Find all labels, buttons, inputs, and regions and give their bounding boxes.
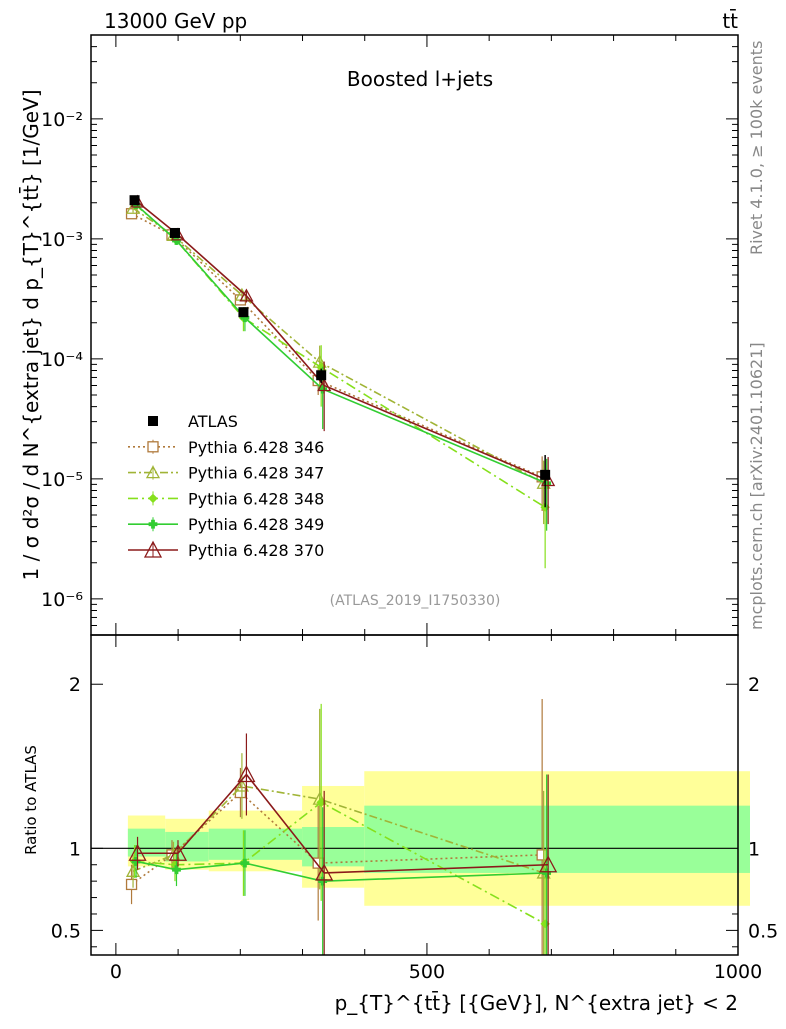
legend-label: Pythia 6.428 370 [188,541,324,560]
x-tick-label: 1000 [714,961,762,983]
ratio-y-tick-label: 2 [69,674,81,696]
main-series-atlas [129,195,551,508]
x-axis-label: p_{T}^{tt̄} [{GeV}], N^{extra jet} < 2 [335,990,738,1015]
legend-entry-4: Pythia 6.428 349 [128,515,324,534]
header-final-state: tt̄ [722,8,738,33]
ratio-series-5 [128,733,558,955]
main-data-point [317,378,332,392]
legend-marker [143,540,163,558]
ratio-series-group [125,699,558,955]
main-series-line [134,203,546,508]
ratio-data-point [315,863,334,881]
ratio-inner-band [364,805,750,873]
ratio-data-point [168,843,188,861]
atlas-data-point [316,370,327,381]
legend-entry-3: Pythia 6.428 348 [128,489,324,508]
legend-entry-1: Pythia 6.428 346 [128,438,324,457]
legend-label: Pythia 6.428 349 [188,515,324,534]
atlas-data-point [238,307,249,318]
ratio-data-point [240,858,250,868]
x-tick-label: 500 [409,961,445,983]
y-tick-label: 10⁻⁶ [41,589,83,611]
header-process: 13000 GeV pp [104,9,247,33]
ratio-data-point [125,878,138,891]
legend-marker [148,519,158,529]
legend-marker [148,416,158,426]
ratio-inner-band [302,827,365,867]
legend-label: ATLAS [188,412,238,431]
atlas-data-point [129,195,140,206]
legend: ATLAS Pythia 6.428 346 Pythia 6.428 347 Pyt… [128,412,324,560]
ratio-y-tick-label: 1 [69,838,81,860]
y-tick-label: 10⁻⁴ [41,349,83,371]
ratio-series-4 [131,774,552,955]
legend-entry-2: Pythia 6.428 347 [128,464,324,483]
main-data-point [239,288,254,302]
y-tick-label: 10⁻⁵ [41,469,83,491]
legend-entry-0: ATLAS [148,412,238,431]
atlas-data-point [540,469,551,480]
y-tick-label: 10⁻³ [41,229,83,251]
ratio-y-axis-label: Ratio to ATLAS [22,745,40,855]
ratio-y-tick-label: 0.5 [748,920,778,942]
ratio-plot-frame [90,634,739,956]
legend-marker [145,465,161,479]
ratio-data-point [172,865,181,875]
ratio-data-point [539,855,558,873]
ratio-inner-band [208,828,303,860]
analysis-watermark: (ATLAS_2019_I1750330) [330,593,501,609]
ratio-y-tick-label: 2 [748,674,760,696]
ratio-data-point [234,778,250,792]
rivet-version-label: Rivet 4.1.0, ≥ 100k events [747,41,766,255]
ratio-data-point [237,765,256,783]
main-y-axis-label: 1 / σ d²σ / d N^{extra jet} d p_{T}^{tt̄… [18,89,43,580]
axes-frames [90,34,739,956]
ratio-y-tick-label: 0.5 [51,920,81,942]
legend-label: Pythia 6.428 347 [188,464,324,483]
ratio-data-point [128,843,147,861]
x-tick-label: 0 [110,961,122,983]
plot-title: Boosted l+jets [347,67,493,91]
legend-marker [147,441,159,453]
y-tick-label: 10⁻² [41,109,83,131]
mcplots-label: mcplots.cern.ch [arXiv:2401.10621] [747,342,766,630]
main-y-ticks: 10⁻⁶ 10⁻⁵ 10⁻⁴ 10⁻³ 10⁻² 0 500 1000 0.5 0.5 1 1 2 2 [41,34,778,983]
legend-label: Pythia 6.428 348 [188,489,324,508]
legend-entry-5: Pythia 6.428 370 [128,540,324,560]
legend-marker [148,493,158,504]
atlas-data-point [169,227,180,238]
main-series-group [125,194,556,569]
ratio-uncertainty-bands [91,771,750,906]
legend-label: Pythia 6.428 346 [188,438,324,457]
ratio-y-tick-label: 1 [748,838,760,860]
